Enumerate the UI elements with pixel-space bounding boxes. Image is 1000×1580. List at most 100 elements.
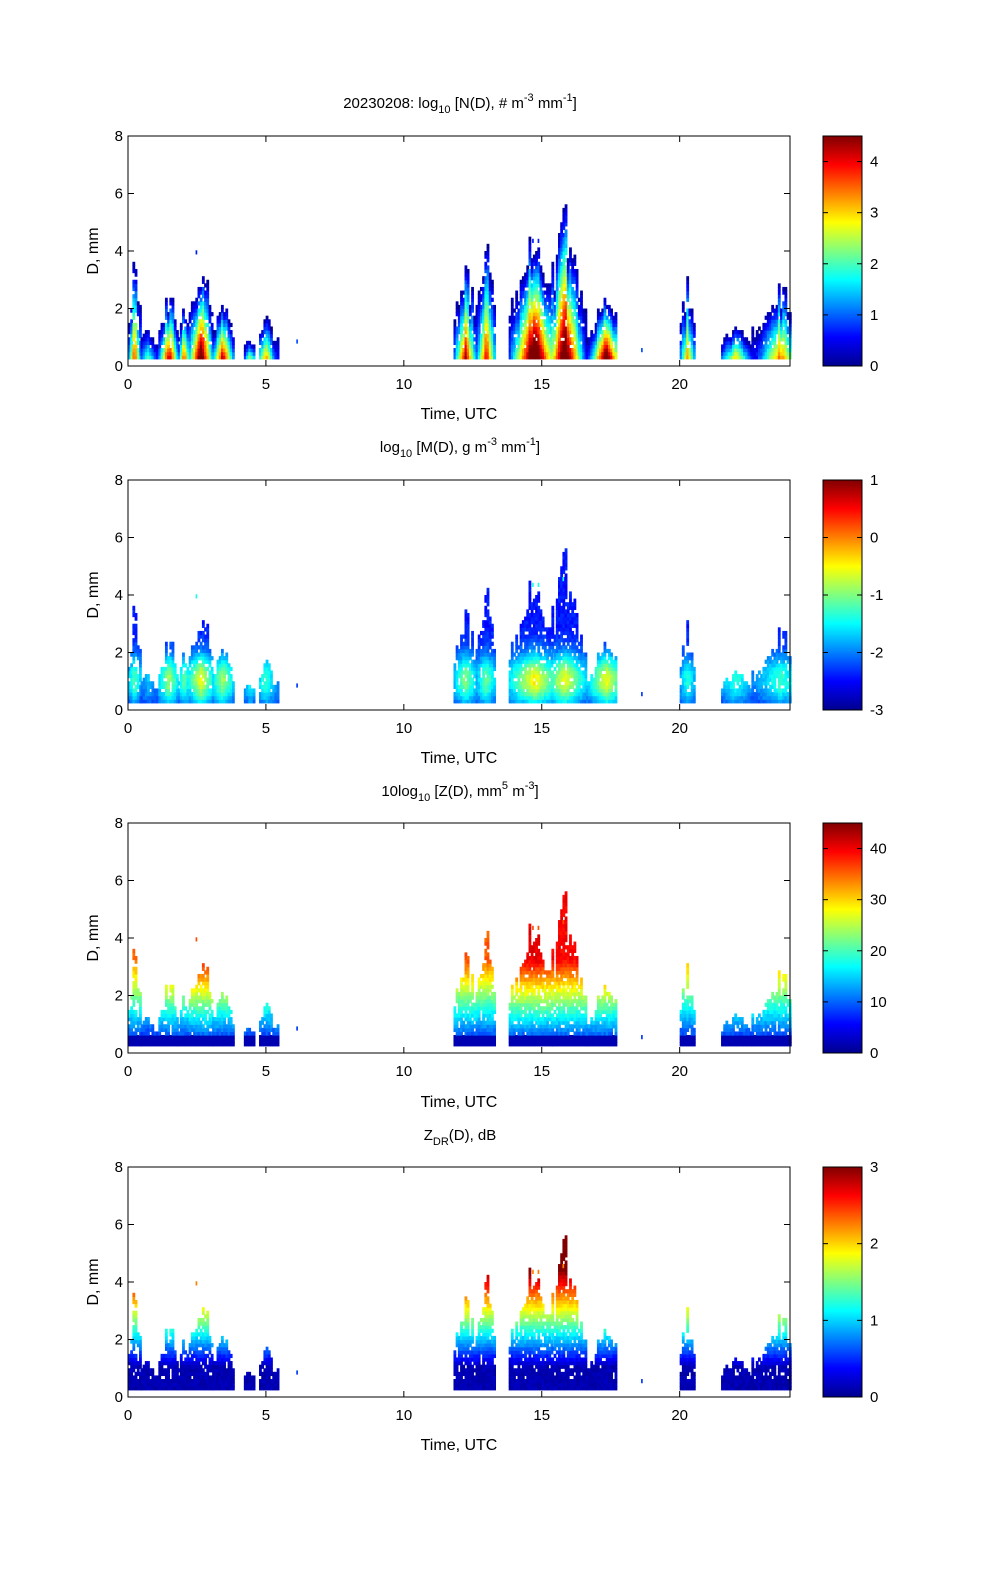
heatmap-cell bbox=[151, 1038, 155, 1043]
heatmap-cell bbox=[558, 340, 561, 346]
heatmap-cell bbox=[193, 659, 196, 664]
heatmap-cell bbox=[755, 337, 759, 342]
heatmap-cell bbox=[259, 340, 262, 346]
heatmap-cell bbox=[764, 330, 768, 335]
heatmap-cell bbox=[130, 1038, 134, 1043]
heatmap-cell bbox=[524, 652, 527, 657]
heatmap-cell bbox=[486, 319, 490, 324]
heatmap-cell bbox=[128, 337, 131, 342]
heatmap-cell bbox=[688, 656, 692, 661]
heatmap-cell bbox=[488, 645, 492, 650]
heatmap-cell bbox=[575, 684, 579, 690]
heatmap-cell bbox=[555, 688, 559, 693]
heatmap-cell bbox=[513, 326, 516, 331]
heatmap-cell bbox=[555, 684, 559, 690]
heatmap-cell bbox=[201, 666, 205, 672]
heatmap-cell bbox=[132, 337, 136, 342]
heatmap-cell bbox=[603, 652, 607, 657]
heatmap-cell bbox=[769, 659, 772, 664]
heatmap-cell bbox=[132, 348, 136, 353]
heatmap-cell bbox=[766, 326, 770, 331]
heatmap-cell bbox=[466, 641, 470, 646]
heatmap-cell bbox=[566, 681, 570, 686]
heatmap-cell bbox=[464, 294, 468, 299]
heatmap-cell bbox=[197, 286, 201, 292]
heatmap-cell bbox=[566, 605, 570, 610]
heatmap-cell bbox=[729, 351, 733, 356]
heatmap-cell bbox=[493, 695, 497, 700]
heatmap-cell bbox=[220, 355, 224, 360]
heatmap-cell bbox=[740, 348, 744, 353]
heatmap-cell bbox=[462, 699, 466, 704]
heatmap-cell bbox=[764, 344, 768, 349]
heatmap-cell bbox=[562, 688, 566, 693]
heatmap-cell bbox=[199, 326, 203, 331]
heatmap-cell bbox=[782, 677, 786, 682]
heatmap-cell bbox=[130, 355, 134, 360]
heatmap-cell bbox=[607, 692, 611, 697]
heatmap-cell bbox=[686, 308, 690, 313]
heatmap-cell bbox=[555, 602, 559, 607]
heatmap-cell bbox=[188, 695, 192, 700]
heatmap-cell bbox=[688, 348, 692, 353]
heatmap-cell bbox=[144, 348, 148, 353]
heatmap-cell bbox=[566, 602, 570, 607]
heatmap-cell bbox=[144, 1024, 148, 1029]
heatmap-cell bbox=[488, 692, 492, 697]
heatmap-cell bbox=[686, 623, 690, 628]
heatmap-cell bbox=[212, 677, 215, 682]
heatmap-cell bbox=[267, 677, 271, 682]
heatmap-cell bbox=[569, 602, 572, 607]
heatmap-cell bbox=[464, 656, 468, 661]
heatmap-cell bbox=[227, 351, 231, 356]
heatmap-cell bbox=[740, 695, 744, 700]
heatmap-cell bbox=[546, 695, 549, 700]
heatmap-cell bbox=[186, 674, 190, 679]
heatmap-cell bbox=[193, 330, 196, 335]
heatmap-cell bbox=[782, 663, 786, 668]
heatmap-cell bbox=[206, 695, 210, 700]
heatmap-cell bbox=[526, 620, 530, 625]
heatmap-cell bbox=[692, 344, 696, 349]
heatmap-cell bbox=[486, 326, 490, 331]
heatmap-cell bbox=[571, 340, 575, 346]
heatmap-cell bbox=[144, 330, 148, 335]
heatmap-cell bbox=[208, 688, 212, 693]
heatmap-cell bbox=[261, 340, 265, 346]
heatmap-cell bbox=[508, 330, 512, 335]
heatmap-cell bbox=[177, 692, 181, 697]
heatmap-cell bbox=[524, 272, 527, 277]
heatmap-cell bbox=[596, 692, 600, 697]
heatmap-cell bbox=[162, 337, 166, 342]
heatmap-cell bbox=[216, 330, 220, 335]
heatmap-cell bbox=[510, 333, 514, 338]
heatmap-cell bbox=[605, 348, 609, 353]
heatmap-cell bbox=[562, 261, 566, 266]
heatmap-cell bbox=[548, 340, 552, 346]
heatmap-cell bbox=[220, 666, 224, 672]
heatmap-cell bbox=[569, 286, 572, 292]
heatmap-cell bbox=[484, 254, 488, 259]
heatmap-cell bbox=[780, 677, 783, 682]
heatmap-cell bbox=[605, 677, 609, 682]
heatmap-cell bbox=[214, 674, 218, 679]
heatmap-cell bbox=[546, 656, 549, 661]
heatmap-cell bbox=[571, 294, 575, 299]
heatmap-cell bbox=[686, 695, 690, 700]
heatmap-cell bbox=[188, 319, 192, 324]
heatmap-cell bbox=[692, 322, 696, 328]
heatmap-cell bbox=[543, 297, 547, 302]
heatmap-cell bbox=[195, 666, 199, 672]
heatmap-cell bbox=[475, 670, 479, 675]
heatmap-cell bbox=[142, 1038, 146, 1043]
heatmap-cell bbox=[265, 355, 269, 360]
heatmap-cell bbox=[462, 641, 466, 646]
heatmap-cell bbox=[573, 663, 577, 668]
heatmap-cell bbox=[140, 1031, 144, 1036]
heatmap-cell bbox=[190, 308, 194, 313]
heatmap-cell bbox=[270, 695, 273, 700]
heatmap-cell bbox=[543, 681, 547, 686]
heatmap-cell bbox=[132, 279, 136, 284]
heatmap-cell bbox=[734, 333, 738, 338]
heatmap-cell bbox=[723, 699, 727, 704]
